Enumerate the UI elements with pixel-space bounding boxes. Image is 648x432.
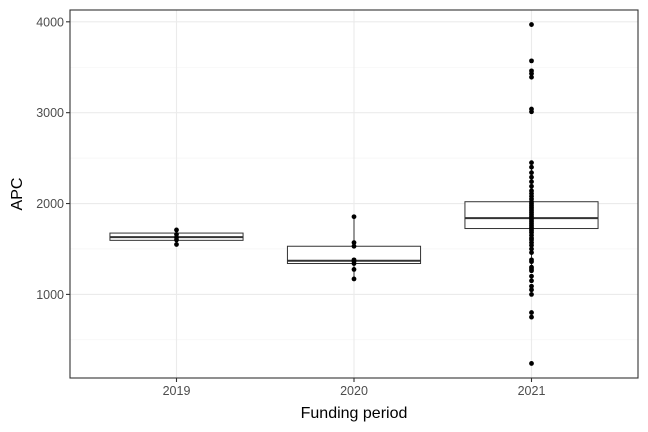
data-point [529, 246, 534, 252]
data-point [529, 71, 534, 77]
y-axis-title: APC [9, 178, 26, 211]
data-point [529, 287, 534, 293]
y-tick-label: 3000 [36, 106, 64, 120]
data-point [529, 283, 534, 289]
x-axis-title: Funding period [301, 405, 408, 422]
y-tick-label: 1000 [36, 288, 64, 302]
data-point [174, 227, 179, 233]
y-tick-label: 2000 [36, 197, 64, 211]
mark-layer [109, 22, 599, 366]
data-point [529, 259, 534, 265]
data-point [529, 164, 534, 170]
data-point [529, 310, 534, 315]
data-point [529, 22, 534, 27]
data-point [351, 214, 357, 220]
data-point [529, 58, 534, 64]
data-point [351, 240, 357, 246]
data-point [529, 242, 534, 248]
x-tick-label: 2019 [163, 384, 191, 398]
data-point [529, 314, 534, 320]
data-point [529, 361, 534, 366]
data-point [351, 261, 357, 266]
data-point [351, 267, 357, 272]
data-point [351, 243, 357, 249]
data-point [529, 109, 534, 115]
data-point [529, 183, 534, 189]
data-point [351, 276, 357, 282]
data-point [529, 250, 534, 256]
y-tick-label: 4000 [36, 15, 64, 29]
grid-layer [70, 10, 638, 378]
data-point [174, 242, 179, 247]
data-point [529, 174, 534, 180]
x-tick-label: 2021 [518, 384, 546, 398]
axis-layer: 1000 2000 3000 4000 2019 2020 2021 [36, 15, 545, 398]
x-tick-label: 2020 [340, 384, 368, 398]
data-point [174, 237, 179, 243]
data-point [529, 268, 534, 274]
data-point [529, 179, 534, 185]
data-point [529, 74, 534, 80]
data-point [529, 170, 534, 176]
data-point [529, 278, 534, 284]
data-point [529, 292, 534, 297]
data-point [529, 273, 534, 279]
data-point [529, 160, 534, 166]
